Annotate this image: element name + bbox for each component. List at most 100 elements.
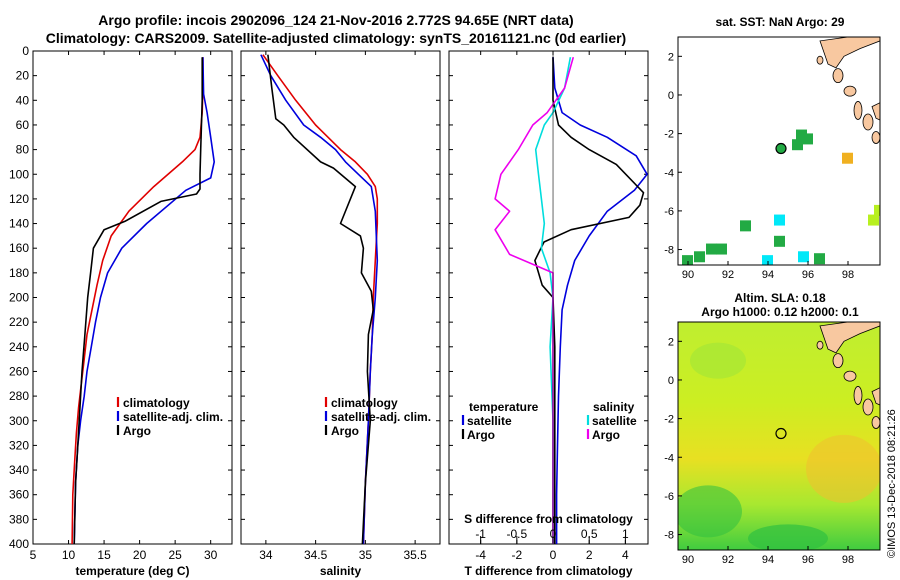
float-marker bbox=[775, 142, 787, 155]
map-x-tick-label: 94 bbox=[762, 269, 774, 281]
legend-title: temperature bbox=[469, 400, 539, 414]
sstmap-frame bbox=[677, 36, 881, 266]
depth-tick-label: 320 bbox=[9, 438, 29, 452]
sst-cell bbox=[740, 220, 751, 232]
depth-tick-label: 40 bbox=[16, 93, 30, 107]
depth-tick-label: 180 bbox=[9, 266, 29, 280]
depth-tick-label: 240 bbox=[9, 340, 29, 354]
x-axis-label: salinity bbox=[320, 564, 362, 578]
island bbox=[853, 101, 863, 120]
x-tick-label: 4 bbox=[622, 548, 629, 562]
x-tick-label: -4 bbox=[475, 548, 486, 562]
x-tick-label: 2 bbox=[586, 548, 593, 562]
sst-cell bbox=[792, 139, 803, 151]
depth-tick-label: 20 bbox=[16, 69, 30, 83]
series-line-s-satellite bbox=[534, 57, 572, 544]
map-y-tick-label: 2 bbox=[668, 51, 674, 63]
depth-tick-label: 140 bbox=[9, 217, 29, 231]
map-y-tick-label: 0 bbox=[668, 90, 674, 102]
x-tick-label: 35 bbox=[359, 548, 373, 562]
map-x-tick-label: 98 bbox=[842, 554, 854, 566]
map-x-tick-label: 90 bbox=[682, 269, 694, 281]
legend-label: satellite-adj. clim. bbox=[123, 410, 223, 424]
coastline-land bbox=[871, 387, 880, 406]
x-tick-label: 34.5 bbox=[304, 548, 328, 562]
sal-diff-tick-label: -0.5 bbox=[506, 527, 527, 541]
island bbox=[871, 131, 880, 144]
series-line-satellite-adj-clim- bbox=[73, 57, 215, 545]
depth-tick-label: 380 bbox=[9, 512, 29, 526]
series-line-argo bbox=[73, 57, 203, 545]
sstmap-group bbox=[677, 36, 881, 266]
island bbox=[832, 353, 844, 369]
sla-low-patch bbox=[678, 485, 742, 538]
sst-cell bbox=[798, 251, 809, 263]
x-axis-label: temperature (deg C) bbox=[75, 564, 189, 578]
island bbox=[816, 340, 824, 350]
map-x-tick-label: 98 bbox=[842, 269, 854, 281]
map-y-tick-label: -6 bbox=[664, 491, 674, 503]
x-tick-label: 0 bbox=[550, 548, 557, 562]
map-x-tick-label: 96 bbox=[802, 269, 814, 281]
depth-tick-label: 60 bbox=[16, 118, 30, 132]
series-line-climatology bbox=[71, 57, 204, 545]
sst-cell bbox=[694, 251, 705, 263]
map-x-tick-label: 96 bbox=[802, 554, 814, 566]
depth-tick-label: 160 bbox=[9, 241, 29, 255]
map-y-tick-label: -8 bbox=[664, 530, 674, 542]
x-tick-label: -2 bbox=[512, 548, 523, 562]
map-y-tick-label: -2 bbox=[664, 414, 674, 426]
island bbox=[832, 68, 844, 84]
island bbox=[843, 85, 857, 97]
sal-diff-tick-label: 1 bbox=[622, 527, 629, 541]
map-y-tick-label: -6 bbox=[664, 206, 674, 218]
depth-tick-label: 0 bbox=[22, 44, 29, 58]
depth-tick-label: 260 bbox=[9, 364, 29, 378]
sla-low-patch bbox=[690, 342, 746, 379]
island bbox=[862, 398, 874, 416]
depth-tick-label: 80 bbox=[16, 143, 30, 157]
sst-cell bbox=[716, 243, 727, 255]
depth-tick-label: 280 bbox=[9, 389, 29, 403]
sst-cell bbox=[874, 204, 880, 216]
depth-tick-label: 340 bbox=[9, 463, 29, 477]
sst-cell bbox=[868, 214, 879, 226]
island bbox=[871, 416, 880, 429]
legend-label: satellite-adj. clim. bbox=[331, 410, 431, 424]
depth-tick-label: 220 bbox=[9, 315, 29, 329]
series-line-satellite-adj-clim- bbox=[260, 54, 379, 545]
chart-title-line1: Argo profile: incois 2902096_124 21-Nov-… bbox=[98, 12, 574, 28]
coastline-land bbox=[819, 37, 880, 69]
depth-tick-label: 120 bbox=[9, 192, 29, 206]
island bbox=[862, 113, 874, 131]
sst-cell bbox=[796, 129, 807, 141]
legend-label: Argo bbox=[331, 424, 359, 438]
slamap-content bbox=[678, 322, 880, 550]
x-tick-label: 34 bbox=[259, 548, 273, 562]
plot-frame-temperature bbox=[32, 50, 233, 545]
series-line-t-argo bbox=[534, 57, 645, 544]
sst-cell bbox=[762, 255, 773, 265]
legend-label: satellite bbox=[467, 414, 512, 428]
sal-diff-tick-label: -1 bbox=[475, 527, 486, 541]
legend-label: Argo bbox=[467, 428, 495, 442]
map-x-tick-label: 94 bbox=[762, 554, 774, 566]
depth-tick-label: 300 bbox=[9, 414, 29, 428]
sst-cell bbox=[774, 214, 785, 226]
x-tick-label: 5 bbox=[30, 548, 37, 562]
map-x-tick-label: 90 bbox=[682, 554, 694, 566]
legend-label: climatology bbox=[123, 396, 190, 410]
sst-cell bbox=[802, 133, 813, 145]
map-y-tick-label: -4 bbox=[664, 452, 674, 464]
sst-cell bbox=[682, 255, 693, 265]
sal-diff-tick-label: 0 bbox=[550, 527, 557, 541]
x-tick-label: 35.5 bbox=[403, 548, 427, 562]
depth-tick-label: 400 bbox=[9, 537, 29, 551]
sla-map-subtitle: Argo h1000: 0.12 h2000: 0.1 bbox=[701, 305, 859, 319]
sal-diff-axis-label: S difference from climatology bbox=[464, 512, 633, 526]
map-x-tick-label: 92 bbox=[722, 554, 734, 566]
float-marker bbox=[775, 427, 787, 440]
depth-tick-label: 100 bbox=[9, 167, 29, 181]
sla-low-patch bbox=[748, 524, 828, 550]
